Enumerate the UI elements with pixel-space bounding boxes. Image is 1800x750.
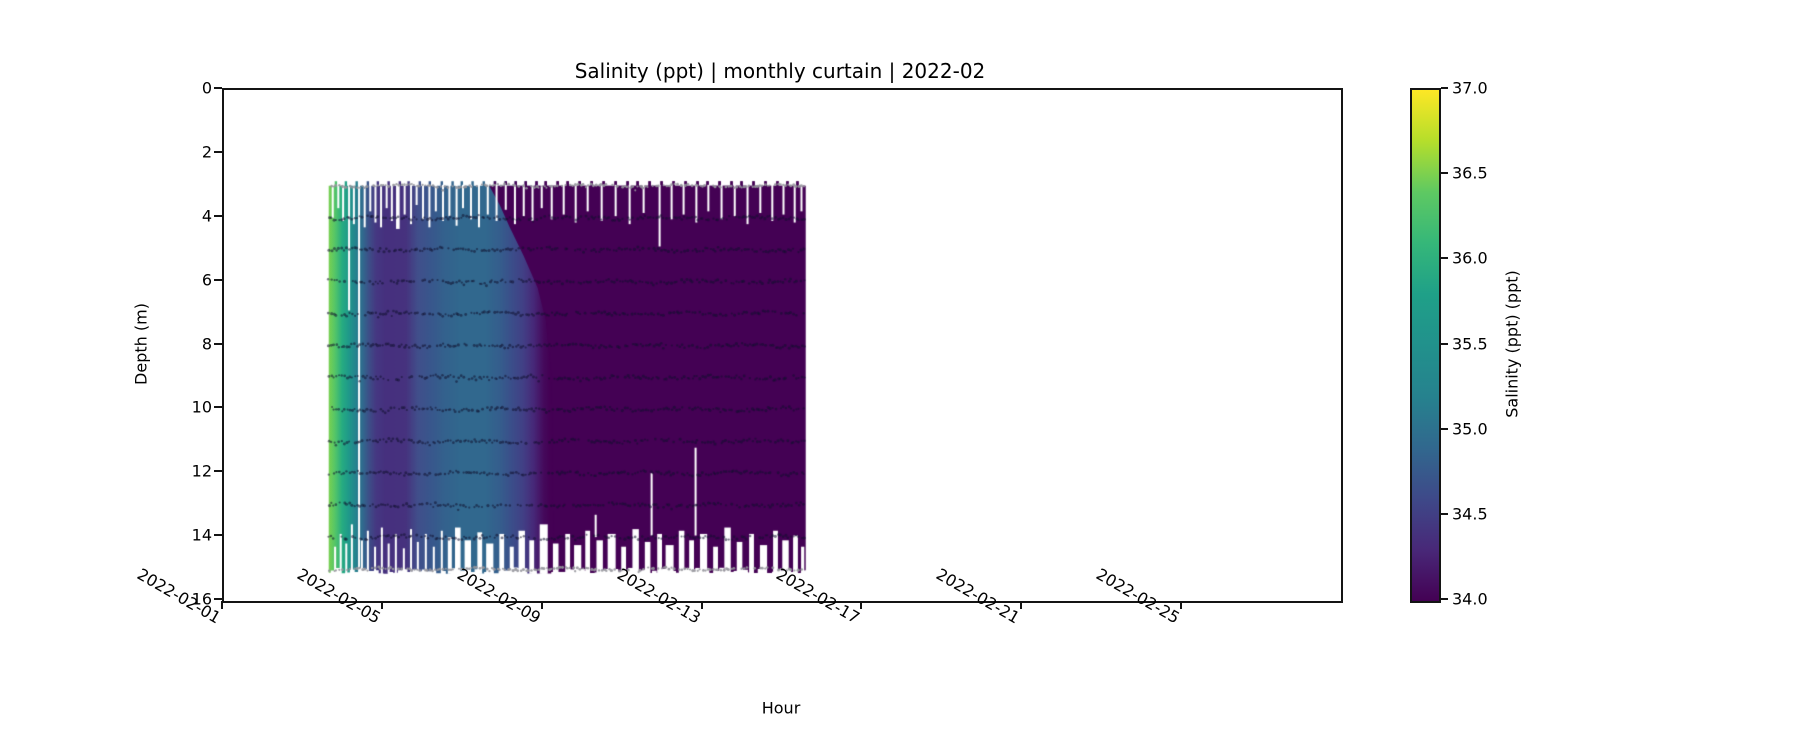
x-tick-mark <box>380 601 383 609</box>
colorbar-tick-mark <box>1441 172 1448 175</box>
colorbar-tick-mark <box>1441 87 1448 89</box>
y-tick-label: 16 <box>191 589 212 609</box>
y-tick-mark <box>214 534 222 537</box>
y-tick-label: 14 <box>191 525 212 545</box>
y-tick-label: 10 <box>191 397 212 417</box>
y-tick-label: 0 <box>201 78 212 98</box>
colorbar-tick-mark <box>1441 257 1448 260</box>
colorbar-tick-label: 35.0 <box>1452 419 1488 439</box>
x-tick-mark <box>1020 601 1023 609</box>
plot-area <box>222 88 1343 603</box>
y-axis-label: Depth (m) <box>131 303 151 385</box>
colorbar-tick-label: 34.5 <box>1452 504 1488 524</box>
y-tick-label: 4 <box>201 206 212 226</box>
y-tick-mark <box>214 150 222 153</box>
y-tick-label: 6 <box>201 270 212 290</box>
y-tick-mark <box>214 87 222 89</box>
colorbar-tick-label: 34.0 <box>1452 589 1488 609</box>
x-tick-mark <box>1180 601 1183 609</box>
x-axis-label: Hour <box>761 698 801 718</box>
y-tick-mark <box>214 406 222 409</box>
colorbar-tick-mark <box>1441 598 1448 600</box>
colorbar-tick-mark <box>1441 427 1448 430</box>
x-tick-mark <box>860 601 863 609</box>
colorbar-tick-label: 35.5 <box>1452 334 1488 353</box>
y-tick-label: 8 <box>201 334 212 353</box>
colorbar-tick-label: 36.5 <box>1452 163 1488 183</box>
y-tick-label: 2 <box>201 142 212 162</box>
x-tick-mark <box>221 601 223 609</box>
chart-title: Salinity (ppt) | monthly curtain | 2022-… <box>574 59 986 83</box>
colorbar <box>1410 88 1441 603</box>
colorbar-tick-mark <box>1441 512 1448 515</box>
colorbar-tick-mark <box>1441 342 1448 345</box>
y-tick-mark <box>214 278 222 281</box>
x-tick-mark <box>700 601 703 609</box>
colorbar-label: Salinity (ppt) (ppt) <box>1502 270 1522 418</box>
y-tick-mark <box>214 214 222 217</box>
y-tick-mark <box>214 598 222 600</box>
y-tick-mark <box>214 342 222 345</box>
colorbar-tick-label: 37.0 <box>1452 78 1488 98</box>
y-tick-mark <box>214 470 222 473</box>
salinity-curtain-heatmap <box>224 90 1341 601</box>
colorbar-tick-label: 36.0 <box>1452 248 1488 268</box>
x-tick-mark <box>540 601 543 609</box>
y-tick-label: 12 <box>191 461 212 481</box>
